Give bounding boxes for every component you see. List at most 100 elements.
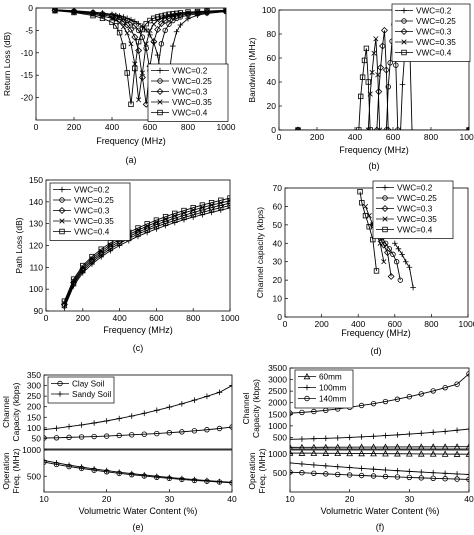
data-point: [299, 461, 305, 467]
data-point: [98, 246, 104, 252]
y-tick-label: 150: [29, 175, 43, 185]
series-0: [290, 443, 469, 449]
y-axis-label: Bandwidth (MHz): [247, 37, 257, 102]
data-point: [204, 8, 210, 14]
y-axis-label: Return Loss (dB): [2, 32, 12, 96]
data-point: [405, 450, 413, 457]
caption: (a): [126, 155, 137, 165]
data-point: [141, 472, 148, 478]
series-3: [295, 36, 469, 130]
y-tick-label: 10: [273, 294, 283, 304]
data-point: [170, 11, 176, 17]
y-tick-label: 140: [29, 197, 43, 207]
data-point: [52, 8, 58, 14]
data-point: [124, 30, 130, 36]
y-tick-label: 20: [267, 101, 277, 111]
x-tick-label: 200: [310, 132, 324, 142]
data-point: [80, 264, 86, 270]
data-point: [394, 474, 401, 480]
data-point: [131, 33, 139, 41]
legend-label: VWC=0.2: [416, 7, 452, 16]
data-point: [290, 436, 293, 443]
data-point: [66, 423, 72, 430]
plot-frame: [43, 449, 233, 493]
y-axis-label: OperationFreq. (MHz): [1, 448, 21, 494]
series-line: [290, 471, 469, 480]
panel-a: 0 200 400 600 800 1000 -20 -15 -10 -5 0 Return Loss…: [2, 3, 236, 132]
y-axis-label: Channel capacity (kbps): [255, 207, 265, 298]
series-line: [63, 202, 230, 305]
data-point: [299, 436, 305, 442]
legend-symbol-marker: [382, 226, 388, 233]
data-point: [387, 60, 393, 66]
series-0: [44, 459, 232, 486]
data-point: [223, 8, 226, 13]
data-point: [154, 14, 161, 20]
data-point: [358, 434, 365, 440]
data-point: [216, 478, 223, 485]
data-point: [442, 443, 449, 449]
data-point: [53, 435, 60, 441]
y-tick-label: 100: [29, 284, 43, 294]
legend-symbol-marker: [401, 49, 407, 56]
y-tick-label: 1000: [268, 421, 287, 431]
data-point: [132, 23, 138, 29]
data-point: [290, 410, 293, 416]
data-point: [356, 127, 362, 130]
data-point: [151, 15, 157, 22]
y-axis-label: OperationFreq. (MHz): [247, 448, 267, 494]
data-point: [387, 272, 395, 280]
x-tick-label: 20: [345, 494, 355, 504]
data-point: [89, 253, 95, 260]
data-point: [147, 32, 153, 38]
data-point: [135, 225, 141, 231]
data-point: [454, 476, 460, 482]
data-point: [78, 464, 85, 470]
legend-symbol-marker: [59, 186, 65, 193]
data-point: [418, 475, 424, 481]
series-line: [44, 461, 232, 484]
data-point: [375, 72, 381, 78]
legend-label: VWC=0.35: [397, 215, 437, 224]
data-point: [123, 21, 131, 29]
data-point: [311, 462, 317, 468]
data-point: [154, 26, 162, 33]
legend-box: [391, 3, 471, 62]
legend-label: VWC=0.2: [74, 186, 110, 195]
x-axis-label: Frequency (MHz): [103, 325, 173, 335]
data-point: [370, 443, 377, 449]
legend-label: VWC=0.2: [172, 67, 208, 76]
data-point: [128, 470, 135, 477]
data-point: [191, 428, 198, 434]
data-point: [454, 381, 460, 387]
data-point: [216, 425, 223, 432]
data-point: [61, 300, 67, 306]
data-point: [399, 251, 405, 258]
series-4: [61, 195, 230, 304]
data-point: [185, 9, 191, 15]
data-point: [442, 470, 448, 477]
series-line: [290, 428, 469, 440]
data-point: [78, 434, 85, 440]
data-point: [358, 402, 365, 409]
y-tick-label: -10: [21, 48, 34, 58]
data-point: [418, 391, 424, 397]
data-point: [371, 50, 377, 56]
y-tick-label: 1000: [22, 445, 41, 455]
legend-label: VWC=0.35: [172, 98, 212, 107]
data-point: [377, 127, 383, 130]
y-tick-label: 70: [273, 183, 283, 193]
series-line: [44, 385, 232, 430]
y-tick-label: 350: [27, 370, 41, 380]
data-point: [442, 384, 448, 391]
data-point: [394, 432, 401, 438]
data-point: [361, 57, 368, 64]
data-point: [128, 20, 134, 26]
data-point: [370, 433, 377, 440]
y-tick-label: 0: [28, 3, 33, 13]
data-point: [132, 65, 138, 72]
data-point: [384, 126, 392, 130]
data-point: [141, 410, 148, 417]
data-point: [406, 443, 413, 449]
